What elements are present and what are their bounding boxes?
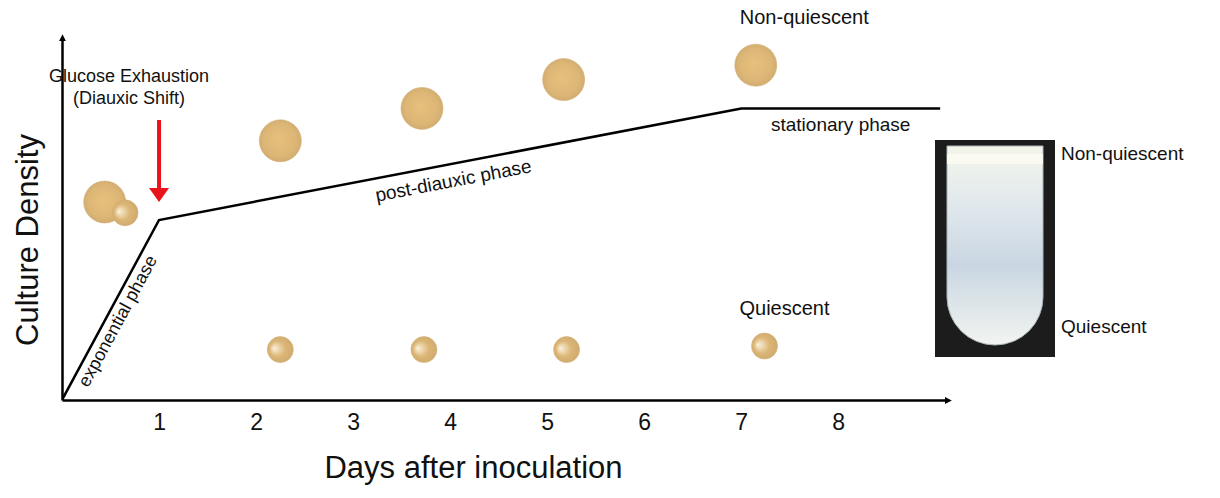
cell <box>543 59 585 101</box>
x-tick: 5 <box>541 400 554 435</box>
tube <box>947 146 1043 345</box>
x-tick-label: 2 <box>250 409 263 435</box>
cell <box>401 87 443 129</box>
x-axis-line <box>63 399 946 402</box>
phase-label: exponential phase <box>74 252 161 390</box>
x-tick: 1 <box>153 400 166 435</box>
x-tick-label: 1 <box>153 409 166 435</box>
y-axis-line <box>61 41 64 401</box>
x-tick: 3 <box>347 400 360 435</box>
x-tick: 8 <box>832 400 845 435</box>
cell <box>554 337 580 363</box>
annotation-arrow <box>157 120 161 190</box>
cell <box>411 337 437 363</box>
cell-label: Non-quiescent <box>740 6 869 28</box>
cell <box>112 200 138 226</box>
tube-label: Non-quiescent <box>1061 143 1184 164</box>
labels: Non-quiescent Quiescent exponential phase p… <box>49 6 1184 390</box>
cell <box>735 44 777 86</box>
x-tick-label: 6 <box>638 409 651 435</box>
phase-label: post-diauxic phase <box>373 155 533 205</box>
x-tick: 6 <box>638 400 651 435</box>
tube-meniscus <box>947 154 1043 164</box>
x-tick: 2 <box>250 400 263 435</box>
annotation-arrowhead <box>149 188 169 202</box>
x-tick-label: 4 <box>444 409 457 435</box>
cell <box>752 333 778 359</box>
x-axis: 1 2 3 4 5 6 7 8 <box>63 400 946 435</box>
x-tick-label: 3 <box>347 409 360 435</box>
tube-label: Quiescent <box>1061 316 1147 337</box>
plot-area <box>62 44 940 400</box>
growth-curve <box>62 108 940 400</box>
x-tick-label: 7 <box>735 409 748 435</box>
x-tick: 4 <box>444 400 457 435</box>
cell <box>267 337 293 363</box>
x-tick-label: 5 <box>541 409 554 435</box>
photo-background <box>935 140 1055 357</box>
tube-photo <box>935 140 1055 357</box>
cell-label: Quiescent <box>739 297 829 319</box>
annotation-text: (Diauxic Shift) <box>73 88 185 108</box>
x-tick: 7 <box>735 400 748 435</box>
y-axis-title: Culture Density <box>10 134 45 346</box>
x-axis-title: Days after inoculation <box>324 450 622 485</box>
cell <box>259 120 301 162</box>
phase-label: stationary phase <box>771 114 910 135</box>
annotation-text: Glucose Exhaustion <box>49 66 209 86</box>
y-axis <box>62 41 63 401</box>
x-tick-label: 8 <box>832 409 845 435</box>
